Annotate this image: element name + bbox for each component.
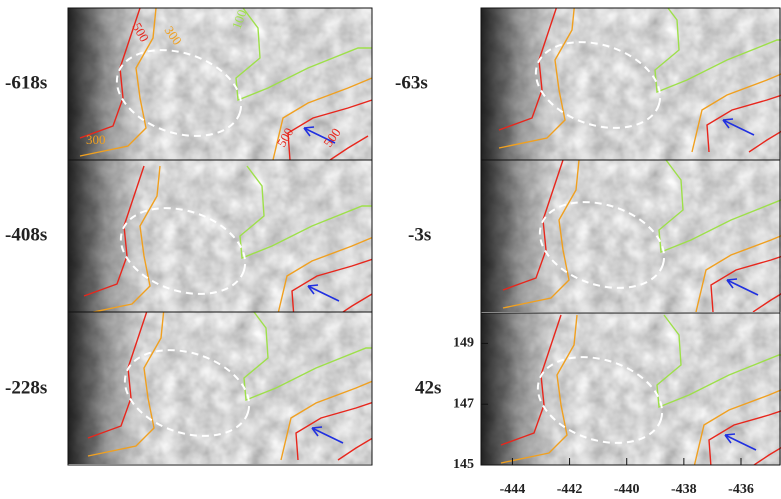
x-tick-label: -444 bbox=[500, 482, 526, 497]
panel bbox=[481, 160, 781, 312]
y-tick-label: 149 bbox=[453, 336, 474, 351]
y-tick-label: 147 bbox=[453, 396, 474, 411]
x-tick-label: -436 bbox=[728, 482, 754, 497]
y-tick-label: 145 bbox=[453, 457, 474, 472]
x-tick-label: -440 bbox=[614, 482, 640, 497]
x-tick-label: -442 bbox=[557, 482, 583, 497]
panel bbox=[68, 308, 380, 464]
panel bbox=[481, 0, 781, 160]
panel bbox=[68, 160, 376, 318]
x-tick-label: -438 bbox=[671, 482, 697, 497]
time-label: -3s bbox=[408, 224, 431, 245]
panel: 500 300 100 300 500 500 bbox=[68, 8, 372, 160]
contour-label: 300 bbox=[86, 132, 106, 147]
panel bbox=[481, 313, 781, 467]
time-label: -408s bbox=[5, 224, 47, 245]
figure: 500 300 100 300 500 500 -618s -408s -228… bbox=[0, 0, 781, 499]
time-label: -618s bbox=[5, 72, 47, 93]
time-label: -228s bbox=[5, 377, 47, 398]
time-label: -63s bbox=[395, 72, 428, 93]
time-label: 42s bbox=[415, 377, 441, 398]
